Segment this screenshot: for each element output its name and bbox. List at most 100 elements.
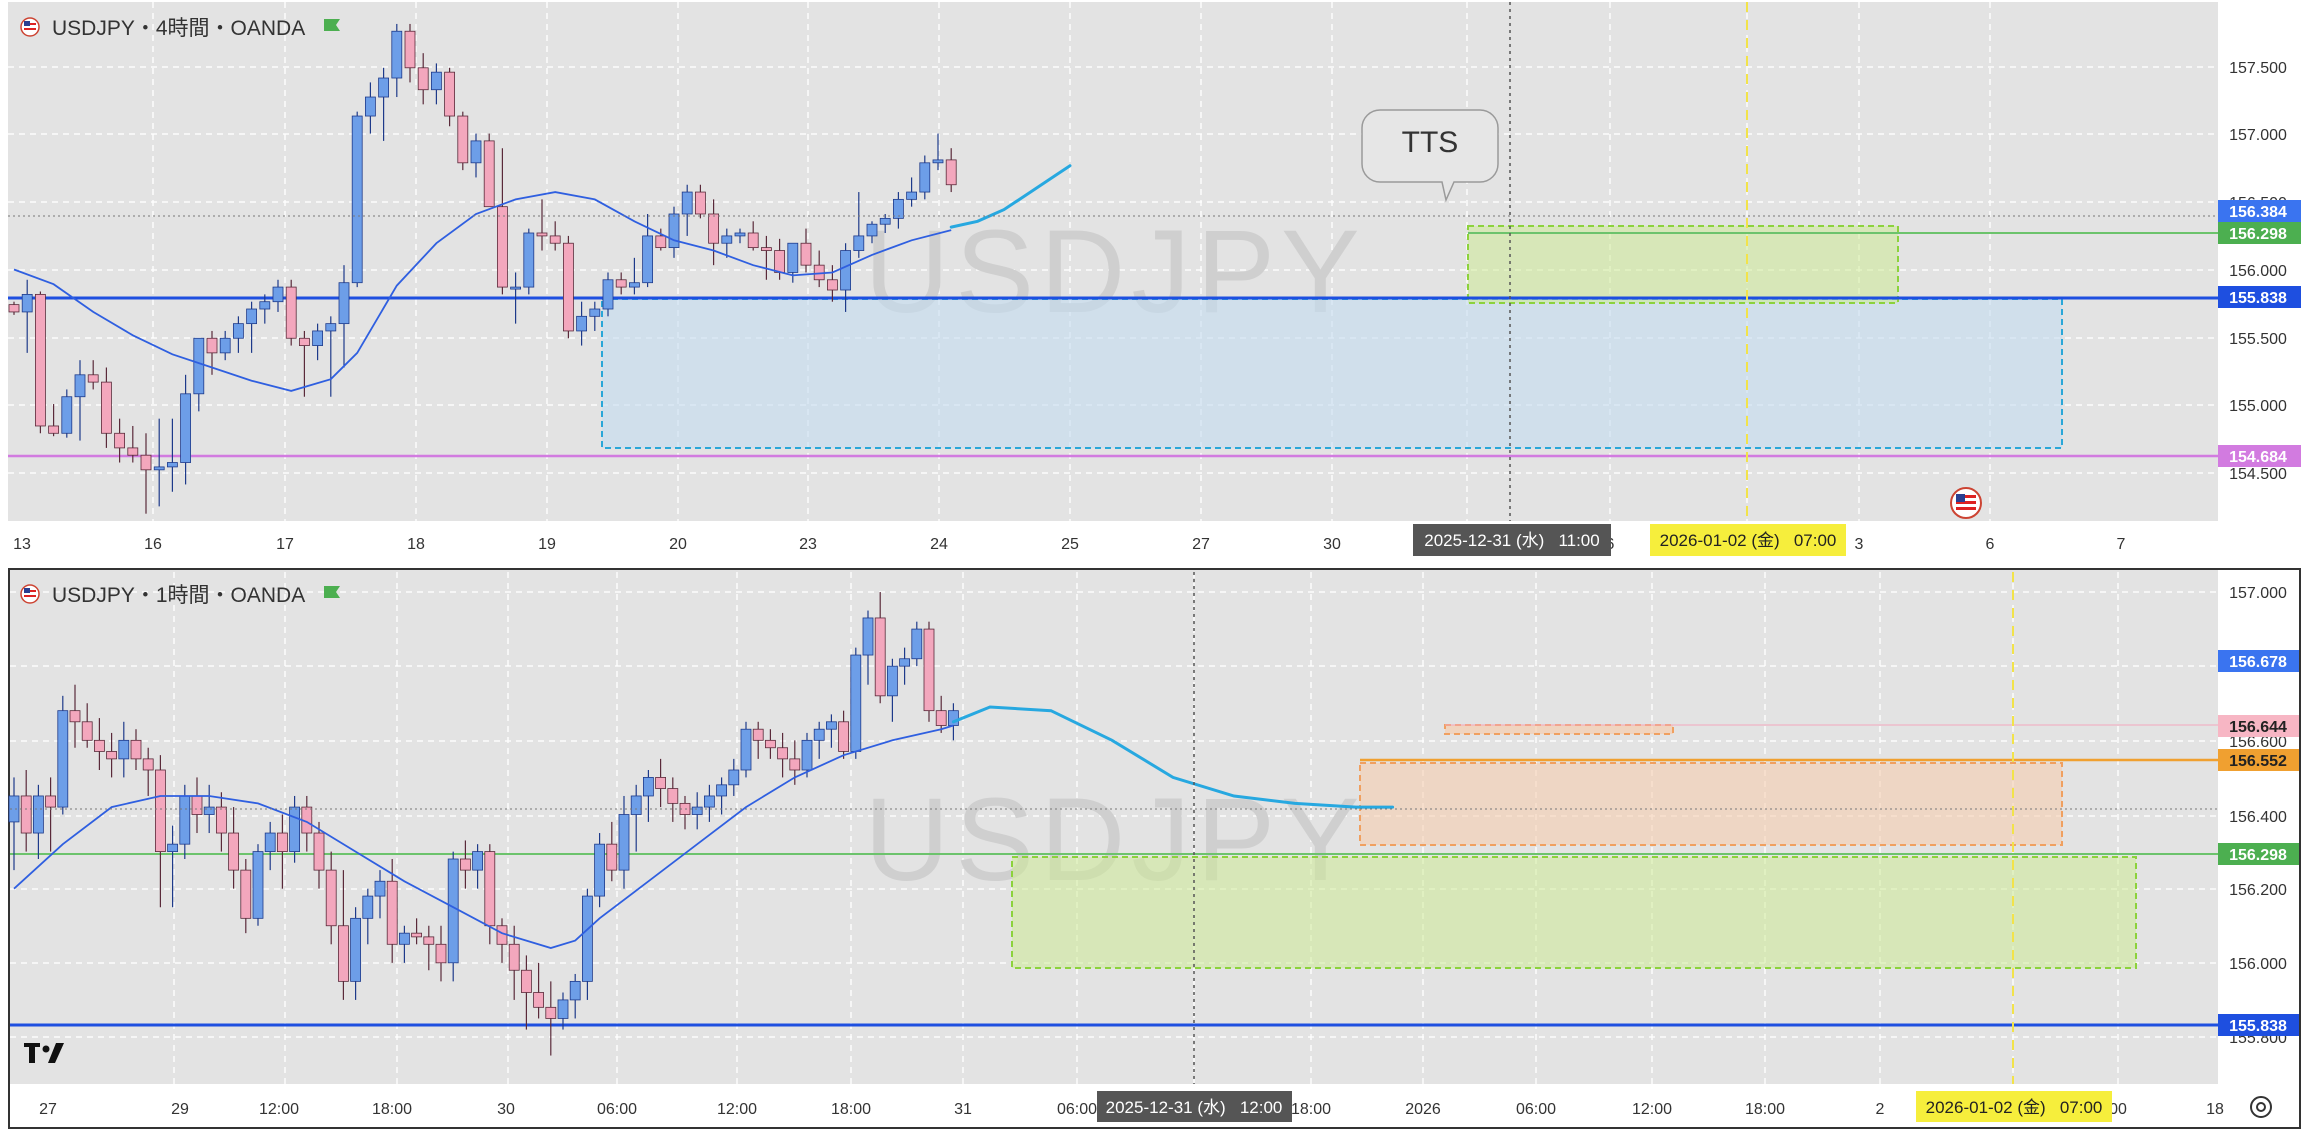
top-forecast-line (949, 164, 1072, 229)
bottom-candle-body (350, 917, 362, 982)
top-candle-body (483, 140, 495, 208)
bottom-candle-body (398, 932, 410, 945)
top-candle-body (906, 191, 917, 200)
bottom-symbol: USDJPY (52, 584, 135, 607)
bottom-ma-line (13, 724, 954, 949)
bottom-price-tick: 157.000 (2229, 585, 2287, 602)
bottom-candle-body (630, 795, 642, 815)
top-candle-body (404, 30, 416, 69)
bottom-levels (10, 724, 2218, 1027)
bottom-candle-body (179, 795, 191, 845)
top-candle-body (180, 393, 192, 463)
bottom-zone-2 (1444, 724, 1674, 735)
bottom-candle-body (215, 806, 227, 834)
top-candle-body (285, 286, 297, 339)
top-time-axis-bg (8, 521, 2218, 566)
top-candle-body (932, 159, 944, 164)
top-candle-body (866, 223, 878, 237)
bottom-candle-body (447, 858, 459, 964)
bottom-time-tick: 00 (2109, 1101, 2127, 1118)
bottom-candle-body (545, 1006, 557, 1019)
top-candle-body (457, 115, 469, 164)
top-target-time: 2026-01-02 (金) 07:00 (1660, 531, 1837, 550)
top-candle-body (853, 235, 865, 251)
bottom-zones (1011, 724, 2137, 969)
top-candle-body (695, 191, 706, 215)
top-market-flag-icon (324, 19, 340, 31)
top-candle-body (549, 235, 561, 244)
top-time-tick: 27 (1192, 536, 1210, 553)
bottom-candle-body (167, 843, 179, 852)
top-time-tick: 17 (276, 536, 294, 553)
top-legend[interactable]: USDJPY・4時間・OANDA (20, 17, 340, 40)
top-candle-body (219, 337, 231, 354)
bottom-target-time: 2026-01-02 (金) 07:00 (1926, 1098, 2103, 1117)
bottom-candle-body (838, 721, 849, 752)
top-time-tick: 16 (144, 536, 162, 553)
bottom-blue-level-label: 155.838 (2218, 1014, 2299, 1036)
bottom-price-axis-bg (2218, 570, 2299, 1084)
top-zone-1 (1467, 225, 1899, 304)
bottom-candle-body (8, 795, 20, 823)
top-candle-body (114, 432, 125, 449)
top-crosshair-time-badge: 2025-12-31 (水) 11:00 (1413, 524, 1611, 556)
bottom-candle-body (252, 851, 264, 919)
top-candle-body (298, 337, 310, 346)
top-zones (601, 225, 2063, 449)
bottom-time-tick: 18:00 (1291, 1101, 1331, 1118)
top-candle-body (61, 396, 73, 434)
top-candle-body (510, 286, 522, 290)
bottom-forecast-line (951, 705, 1395, 809)
top-candle-body (391, 30, 403, 79)
bottom-sep1: ・ (135, 584, 156, 607)
bottom-current-price-label: 156.678 (2218, 650, 2299, 672)
bottom-candle-body (325, 869, 337, 927)
top-candle-body (101, 381, 112, 434)
settings-gear-icon[interactable] (2250, 1096, 2272, 1118)
bottom-candle-body (740, 728, 752, 771)
svg-text:USDJPY・4時間・OANDA: USDJPY・4時間・OANDA (52, 17, 305, 40)
bottom-legend[interactable]: USDJPY・1時間・OANDA (20, 584, 340, 607)
bottom-candle-body (899, 658, 910, 667)
top-green-level-label: 156.298 (2218, 222, 2301, 244)
bottom-time-tick: 27 (39, 1101, 57, 1118)
top-lines (13, 164, 1072, 392)
bottom-candle-body (594, 843, 605, 897)
bottom-candle-body (691, 806, 703, 815)
top-candle-body (153, 466, 165, 471)
top-candle-body (840, 250, 851, 291)
bottom-candle-body (276, 832, 288, 852)
top-price-tick: 155.500 (2229, 331, 2287, 348)
top-time-axis[interactable]: 13161718192023242527306367 (13, 536, 2125, 553)
top-candle-body (74, 374, 86, 398)
bottom-candle-body (826, 721, 837, 730)
top-candle-body (312, 330, 324, 346)
top-symbol: USDJPY (52, 17, 135, 40)
bottom-candle-body (887, 665, 898, 697)
bottom-time-axis[interactable]: 27 29 12:00 18:00 30 06:00 12:00 18:00 31 06:00 18… (39, 1101, 2224, 1118)
bottom-candle-body (130, 739, 142, 760)
top-current-price-label: 156.384 (2218, 200, 2301, 222)
top-time-tick: 7 (2117, 536, 2126, 553)
top-timeframe: 4時間 (156, 17, 210, 40)
bottom-target-time-badge: 2026-01-02 (金) 07:00 (1916, 1091, 2112, 1122)
bottom-time-tick: 30 (497, 1101, 515, 1118)
bottom-time-tick: 18 (2206, 1101, 2224, 1118)
bottom-orange-level-label: 156.552 (2218, 749, 2299, 771)
tradingview-logo-icon[interactable] (24, 1043, 64, 1063)
bottom-symbol-icon (20, 584, 40, 604)
bottom-candle-body (874, 617, 886, 697)
bottom-time-tick: 12:00 (717, 1101, 757, 1118)
bottom-candle-body (752, 728, 764, 741)
top-time-tick: 13 (13, 536, 31, 553)
bottom-candle-body (472, 851, 484, 871)
tts-callout[interactable]: TTS (1361, 109, 1499, 203)
bottom-current-price: 156.678 (2229, 654, 2287, 671)
bottom-candle-body (142, 758, 154, 771)
us-flag-icon[interactable] (1950, 487, 1982, 519)
top-broker: OANDA (231, 17, 306, 40)
top-candle-body (879, 217, 891, 225)
top-price-tick: 155.000 (2229, 398, 2287, 415)
